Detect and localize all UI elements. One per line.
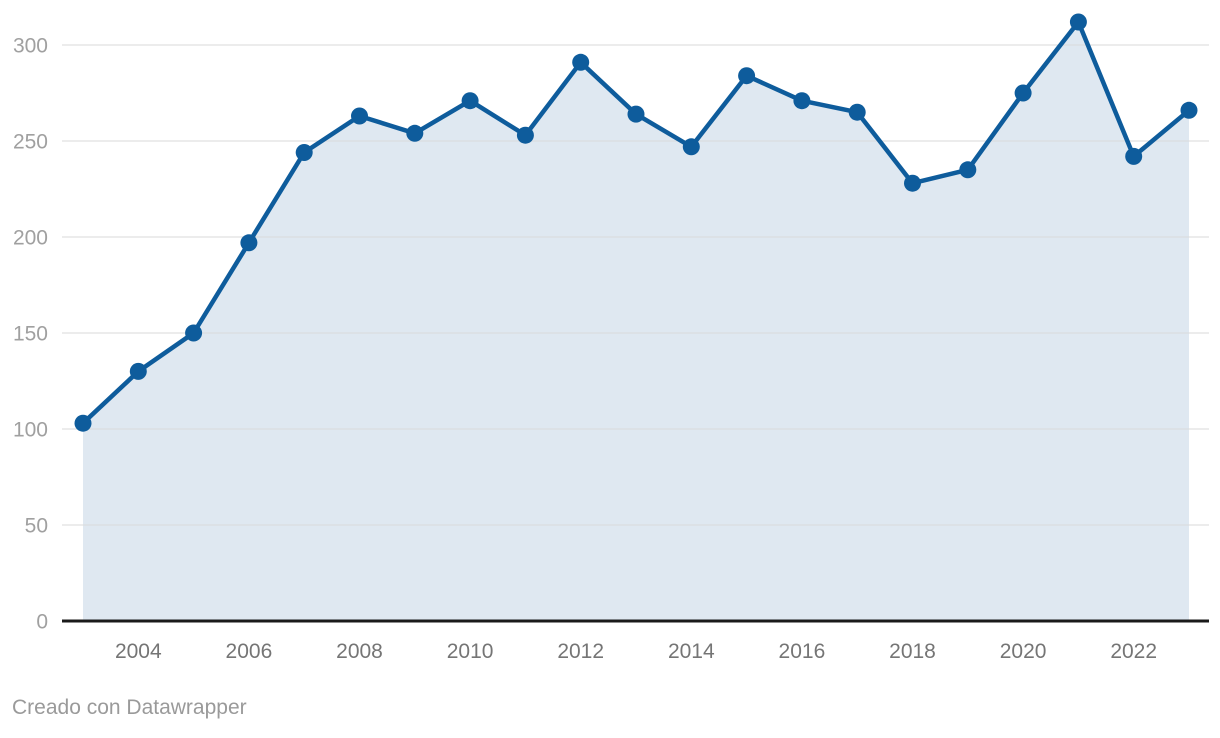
- area-line-chart: 0 50 100 150 200 250 300 2004 2006 2008 2010 2012 20…: [13, 13, 1209, 663]
- data-point-2017: [848, 103, 866, 121]
- x-tick-label: 2008: [336, 640, 383, 663]
- data-point-2009: [406, 124, 424, 142]
- data-point-2013: [627, 105, 645, 123]
- data-point-2014: [682, 138, 700, 156]
- data-point-2003: [74, 414, 92, 432]
- x-tick-label: 2022: [1110, 640, 1157, 663]
- data-point-2020: [1014, 84, 1032, 102]
- x-tick-label: 2006: [226, 640, 273, 663]
- data-point-2008: [351, 107, 368, 125]
- area-fill: [83, 22, 1189, 621]
- x-tick-label: 2004: [115, 640, 162, 663]
- data-point-2023: [1180, 101, 1198, 119]
- data-point-2006: [240, 234, 258, 252]
- attribution-text: Creado con Datawrapper: [12, 696, 247, 719]
- data-point-2016: [793, 92, 811, 110]
- y-tick-label: 0: [36, 611, 48, 634]
- data-point-2004: [129, 362, 147, 380]
- y-tick-label: 150: [13, 323, 48, 346]
- y-tick-label: 50: [25, 515, 48, 538]
- y-tick-label: 100: [13, 419, 48, 442]
- x-tick-label: 2020: [1000, 640, 1047, 663]
- x-tick-label: 2014: [668, 640, 715, 663]
- data-point-2011: [516, 126, 534, 144]
- data-point-2015: [738, 67, 756, 85]
- x-tick-label: 2012: [557, 640, 604, 663]
- data-point-2012: [572, 53, 590, 71]
- data-point-2010: [461, 92, 479, 110]
- y-tick-label: 250: [13, 131, 48, 154]
- data-point-2005: [185, 324, 203, 342]
- y-tick-label: 200: [13, 227, 48, 250]
- x-tick-label: 2018: [889, 640, 936, 663]
- data-point-2007: [295, 144, 313, 161]
- data-point-2021: [1069, 13, 1087, 31]
- y-tick-label: 300: [13, 35, 48, 58]
- data-point-2019: [959, 161, 977, 179]
- x-tick-label: 2010: [447, 640, 494, 663]
- data-point-2018: [904, 174, 921, 192]
- x-tick-label: 2016: [779, 640, 826, 663]
- data-point-2022: [1125, 147, 1143, 165]
